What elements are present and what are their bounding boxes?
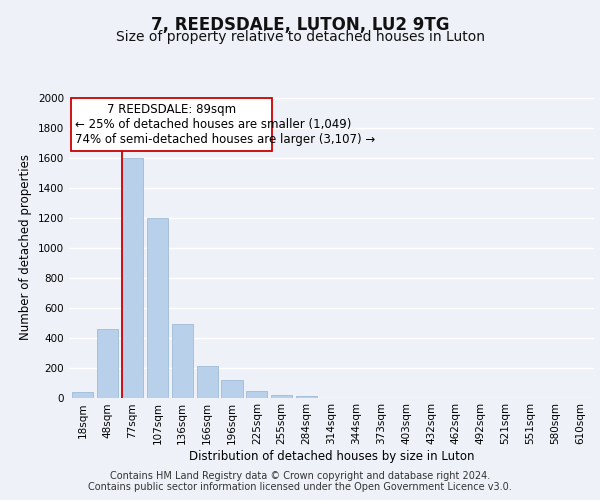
X-axis label: Distribution of detached houses by size in Luton: Distribution of detached houses by size … <box>189 450 474 463</box>
Bar <box>246 391 268 398</box>
Bar <box>271 394 292 398</box>
Text: Contains HM Land Registry data © Crown copyright and database right 2024.: Contains HM Land Registry data © Crown c… <box>110 471 490 481</box>
Bar <box>97 328 118 398</box>
Text: ← 25% of detached houses are smaller (1,049): ← 25% of detached houses are smaller (1,… <box>75 118 352 130</box>
Bar <box>172 324 193 398</box>
Y-axis label: Number of detached properties: Number of detached properties <box>19 154 32 340</box>
Text: Size of property relative to detached houses in Luton: Size of property relative to detached ho… <box>115 30 485 44</box>
Text: 7 REEDSDALE: 89sqm: 7 REEDSDALE: 89sqm <box>107 102 236 116</box>
FancyBboxPatch shape <box>71 98 272 151</box>
Bar <box>296 396 317 398</box>
Bar <box>147 218 168 398</box>
Bar <box>72 392 93 398</box>
Bar <box>221 380 242 398</box>
Bar <box>122 158 143 398</box>
Bar <box>197 366 218 398</box>
Text: 74% of semi-detached houses are larger (3,107) →: 74% of semi-detached houses are larger (… <box>75 132 376 145</box>
Text: 7, REEDSDALE, LUTON, LU2 9TG: 7, REEDSDALE, LUTON, LU2 9TG <box>151 16 449 34</box>
Text: Contains public sector information licensed under the Open Government Licence v3: Contains public sector information licen… <box>88 482 512 492</box>
